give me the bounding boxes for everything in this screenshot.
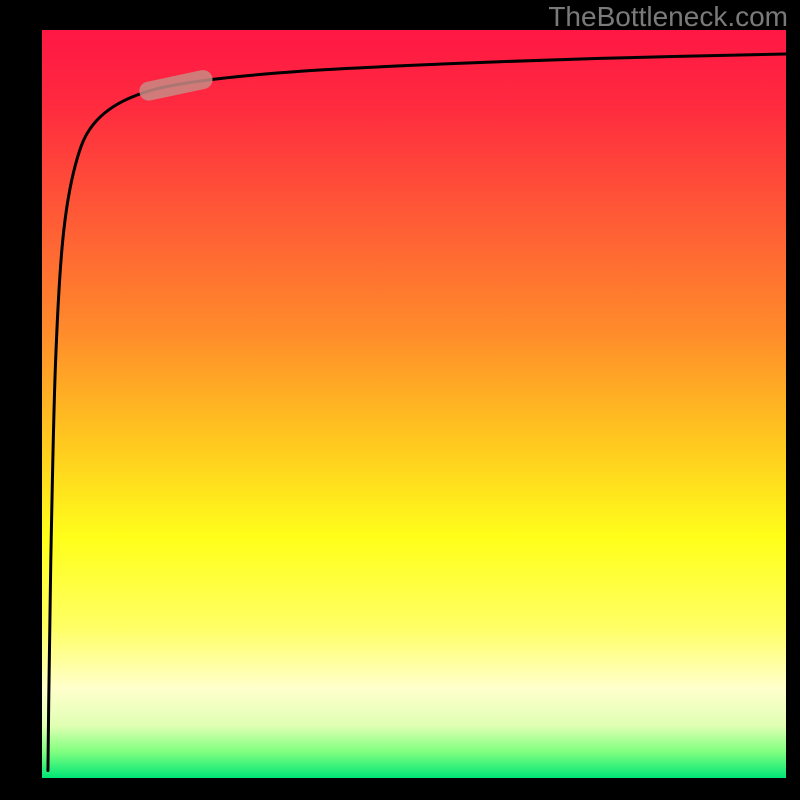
bottleneck-marker: [138, 68, 215, 102]
performance-curve: [48, 54, 786, 771]
curve-layer: [0, 0, 800, 800]
watermark-text: TheBottleneck.com: [548, 1, 788, 33]
chart-container: TheBottleneck.com: [0, 0, 800, 800]
